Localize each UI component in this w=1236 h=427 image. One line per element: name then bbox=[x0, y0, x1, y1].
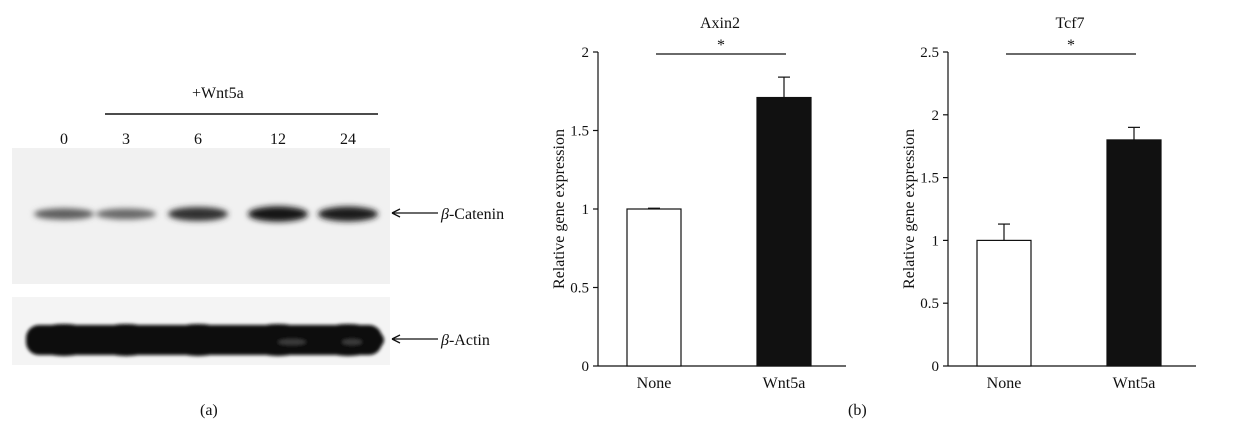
y-tick-label: 2 bbox=[932, 108, 940, 124]
y-axis-label: Relative gene expression bbox=[901, 129, 918, 289]
y-tick-label: 2.5 bbox=[920, 45, 939, 61]
y-tick-label: 0.5 bbox=[920, 296, 939, 312]
panel-a-label: (a) bbox=[200, 402, 218, 419]
catenin-band bbox=[318, 206, 378, 222]
y-tick-label: 0 bbox=[932, 359, 940, 375]
tcf7-bar-chart: Tcf7 Relative gene expression 0 0.5 1 1.5 2 2.5… bbox=[901, 15, 1196, 392]
actin-arrow-head bbox=[391, 334, 401, 344]
y-tick-label: 1.5 bbox=[920, 171, 939, 187]
actin-band-highlight bbox=[342, 339, 362, 345]
y-tick-label: 1 bbox=[582, 202, 590, 218]
lane-label: 24 bbox=[340, 131, 356, 148]
actin-band bbox=[90, 324, 162, 356]
treatment-label: +Wnt5a bbox=[192, 85, 244, 102]
bar-none bbox=[626, 208, 682, 367]
chart-title: Axin2 bbox=[700, 15, 740, 32]
x-category-label: None bbox=[987, 375, 1022, 392]
lane-label: 0 bbox=[60, 131, 68, 148]
catenin-arrow-head bbox=[391, 208, 401, 218]
lane-labels: 0 3 6 12 24 bbox=[60, 131, 356, 148]
y-tick-label: 1 bbox=[932, 233, 940, 249]
catenin-band bbox=[248, 206, 308, 222]
actin-band bbox=[242, 324, 314, 356]
actin-band bbox=[162, 324, 234, 356]
catenin-band bbox=[96, 208, 156, 220]
y-tick-label: 0 bbox=[582, 359, 590, 375]
y-tick-label: 2 bbox=[582, 45, 590, 61]
bar-wnt5a bbox=[756, 96, 812, 367]
significance-star: * bbox=[1067, 37, 1075, 54]
catenin-band-label: β-Catenin bbox=[440, 206, 504, 223]
catenin-band bbox=[34, 208, 94, 220]
actin-band-label: β-Actin bbox=[440, 332, 490, 349]
axin2-bar-chart: Axin2 Relative gene expression 0 0.5 1 1.5 2 No… bbox=[551, 15, 846, 392]
western-blot-panel: +Wnt5a 0 3 6 12 24 β-Catenin β-Actin bbox=[12, 85, 504, 365]
y-tick-label: 1.5 bbox=[570, 124, 589, 140]
lane-label: 12 bbox=[270, 131, 286, 148]
lane-label: 6 bbox=[194, 131, 202, 148]
significance-star: * bbox=[717, 37, 725, 54]
actin-band-highlight bbox=[278, 339, 306, 345]
actin-band bbox=[28, 324, 100, 356]
y-axis-label: Relative gene expression bbox=[551, 129, 568, 289]
x-category-label: Wnt5a bbox=[763, 375, 806, 392]
catenin-band bbox=[168, 207, 228, 221]
bar-wnt5a bbox=[1106, 139, 1162, 367]
y-tick-label: 0.5 bbox=[570, 281, 589, 297]
x-category-label: Wnt5a bbox=[1113, 375, 1156, 392]
panel-b-label: (b) bbox=[848, 402, 867, 419]
bar-none bbox=[976, 239, 1032, 367]
x-category-label: None bbox=[637, 375, 672, 392]
catenin-bands bbox=[34, 206, 378, 222]
actin-bands bbox=[26, 324, 384, 356]
lane-label: 3 bbox=[122, 131, 130, 148]
chart-title: Tcf7 bbox=[1055, 15, 1084, 32]
